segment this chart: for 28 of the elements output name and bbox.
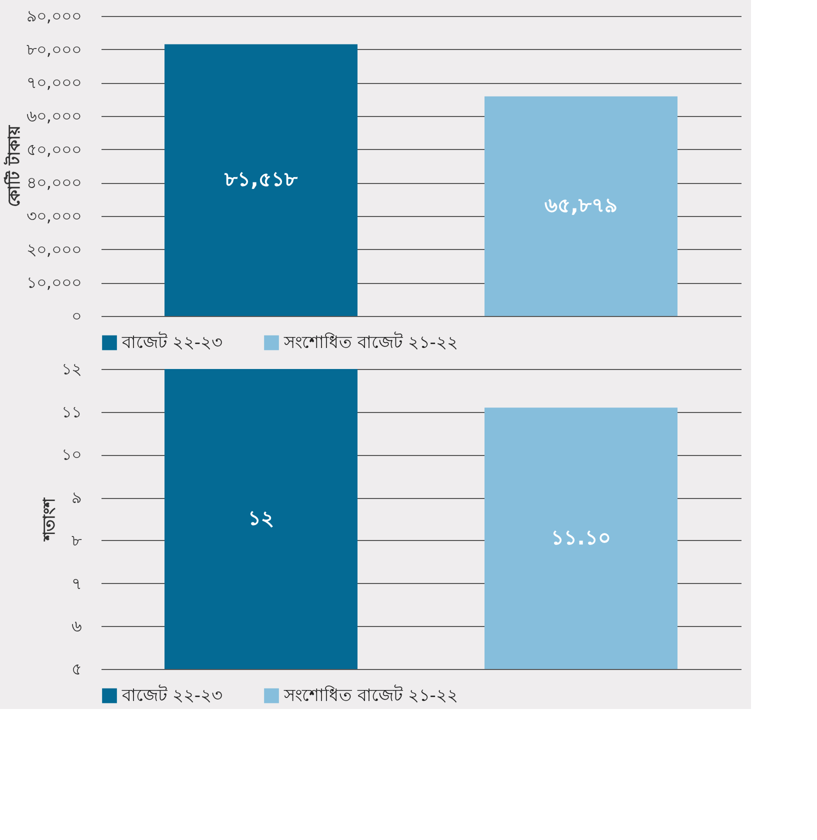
data-label: ১১.১০: [551, 525, 611, 550]
legend-label: সংশোধিত বাজেট ২১-২২: [283, 684, 458, 706]
y-tick-label: ৮: [72, 530, 82, 550]
y-tick-label: ৯০,০০০: [26, 6, 82, 26]
data-label: ৬৫,৮৭৯: [544, 193, 618, 218]
legend-label: বাজেট ২২-২৩: [121, 332, 223, 353]
y-tick-label: ৬০,০০০: [26, 106, 82, 126]
y-tick-label: ৬: [72, 616, 82, 636]
y-tick-label: ৪০,০০০: [26, 173, 82, 192]
y-tick-label: ১২: [62, 360, 82, 378]
y-tick-label: ৯: [72, 488, 82, 508]
y-tick-label: ১০: [62, 445, 82, 464]
y-tick-label: ৭: [72, 574, 82, 593]
data-label: ৮১,৫১৮: [224, 167, 298, 192]
y-axis-title: কোটি টাকায়: [3, 125, 24, 207]
y-tick-label: ১১: [62, 402, 82, 422]
data-label: ১২: [248, 506, 274, 530]
legend-label: সংশোধিত বাজেট ২১-২২: [283, 332, 458, 353]
y-tick-label: ০: [72, 306, 82, 326]
y-tick-label: ২০,০০০: [26, 240, 82, 259]
y-tick-label: ৮০,০০০: [26, 40, 82, 59]
y-tick-label: ৩০,০০০: [26, 206, 82, 226]
y-axis-title: শতাংশ: [40, 498, 58, 542]
y-tick-label: ৫০,০০০: [26, 140, 82, 159]
legend-label: বাজেট ২২-২৩: [121, 684, 223, 706]
y-tick-label: ৭০,০০০: [26, 73, 82, 92]
y-tick-label: ৫: [72, 660, 82, 678]
y-tick-label: ১০,০০০: [26, 273, 82, 292]
